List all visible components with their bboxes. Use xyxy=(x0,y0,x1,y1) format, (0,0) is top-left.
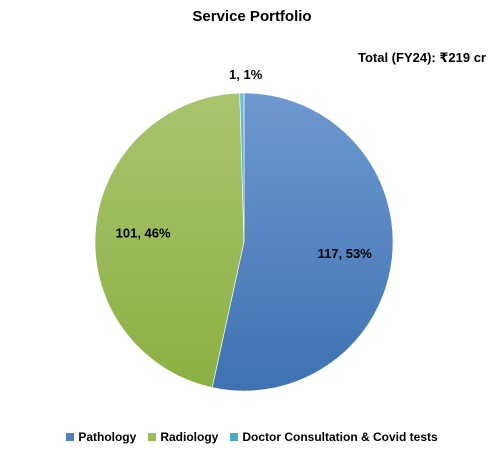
legend-item-radiology: Radiology xyxy=(148,430,218,444)
pie-slice-radiology xyxy=(94,92,245,388)
chart-title: Service Portfolio xyxy=(192,8,312,25)
legend-swatch-radiology xyxy=(148,433,157,441)
legend-item-doctor-consultation: Doctor Consultation & Covid tests xyxy=(230,430,438,444)
legend-label-doctor-consultation: Doctor Consultation & Covid tests xyxy=(242,430,438,444)
data-label-doctor-consultation: 1, 1% xyxy=(229,67,263,82)
legend-swatch-doctor-consultation xyxy=(230,433,239,441)
pie-slice-pathology xyxy=(211,92,394,392)
legend: Pathology Radiology Doctor Consultation … xyxy=(0,430,504,444)
legend-swatch-pathology xyxy=(66,433,75,441)
total-annotation: Total (FY24): ₹219 cr xyxy=(357,50,486,65)
legend-label-radiology: Radiology xyxy=(160,430,219,444)
legend-item-pathology: Pathology xyxy=(66,430,136,444)
legend-label-pathology: Pathology xyxy=(78,430,137,444)
pie-slice-doctor-consultation xyxy=(239,92,245,243)
data-label-pathology: 117, 53% xyxy=(318,246,373,261)
data-label-radiology: 101, 46% xyxy=(116,226,171,241)
